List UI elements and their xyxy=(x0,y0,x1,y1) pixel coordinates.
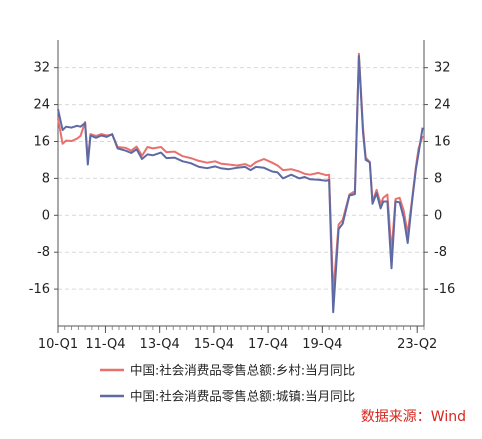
y-tick-label-left: 32 xyxy=(33,61,50,76)
y-tick-label-right: 0 xyxy=(434,208,442,223)
y-tick-label-left: 24 xyxy=(33,98,50,113)
y-tick-label-right: -16 xyxy=(434,282,455,297)
grid-layer xyxy=(58,67,424,290)
y-tick-label-left: 8 xyxy=(42,171,50,186)
series-line-2 xyxy=(57,55,424,314)
y-tick-label-left: 0 xyxy=(42,208,50,223)
y-tick-label-left: 16 xyxy=(33,134,50,149)
y-tick-label-right: 16 xyxy=(434,134,451,149)
legend-label-1: 中国:社会消费品零售总额:乡村:当月同比 xyxy=(130,363,355,378)
x-tick-label: 13-Q4 xyxy=(140,337,180,352)
series-layer xyxy=(57,52,424,314)
source-label: 数据来源：Wind xyxy=(361,409,466,425)
y-tick-label-right: -8 xyxy=(434,245,447,260)
y-tick-label-right: 24 xyxy=(434,98,451,113)
y-tick-label-right: 32 xyxy=(434,61,451,76)
legend-label-2: 中国:社会消费品零售总额:城镇:当月同比 xyxy=(130,389,355,404)
y-tick-label-left: -8 xyxy=(37,245,50,260)
x-tick-label: 15-Q4 xyxy=(194,337,234,352)
series-line-1 xyxy=(57,52,424,295)
y-tick-label-left: -16 xyxy=(29,282,50,297)
x-tick-label: 17-Q4 xyxy=(248,337,288,352)
y-tick-label-right: 8 xyxy=(434,171,442,186)
x-tick-label: 19-Q4 xyxy=(302,337,342,352)
x-tick-label: 23-Q2 xyxy=(397,337,437,352)
axis-layer: 32 32 24 24 16 16 8 8 0 0 -8 -8 -16 -16 10-Q1 11-Q4 13-Q… xyxy=(29,40,455,352)
x-tick-label: 11-Q4 xyxy=(85,337,125,352)
x-tick-label: 10-Q1 xyxy=(38,337,78,352)
